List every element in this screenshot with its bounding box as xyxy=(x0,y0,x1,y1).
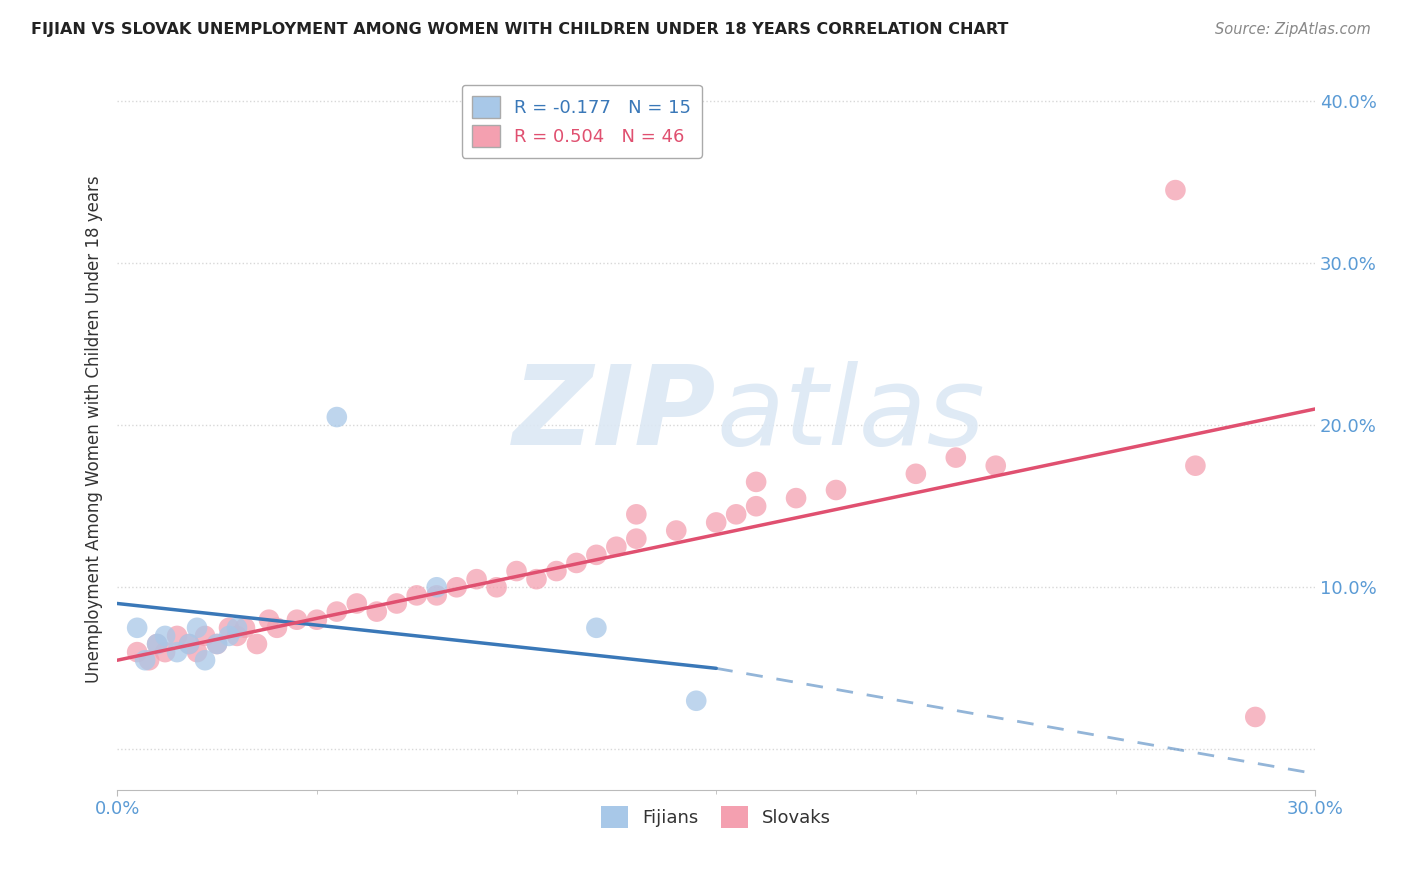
Point xyxy=(745,500,768,514)
Legend: Fijians, Slovaks: Fijians, Slovaks xyxy=(593,798,838,835)
Point xyxy=(127,645,149,659)
Point xyxy=(626,532,648,546)
Point xyxy=(246,637,269,651)
Point xyxy=(585,548,607,562)
Text: Source: ZipAtlas.com: Source: ZipAtlas.com xyxy=(1215,22,1371,37)
Point xyxy=(685,694,707,708)
Point xyxy=(326,410,349,425)
Y-axis label: Unemployment Among Women with Children Under 18 years: Unemployment Among Women with Children U… xyxy=(86,176,103,683)
Point xyxy=(166,629,188,643)
Point xyxy=(426,580,449,594)
Point xyxy=(785,491,807,505)
Point xyxy=(1164,183,1187,197)
Point xyxy=(565,556,588,570)
Text: FIJIAN VS SLOVAK UNEMPLOYMENT AMONG WOMEN WITH CHILDREN UNDER 18 YEARS CORRELATI: FIJIAN VS SLOVAK UNEMPLOYMENT AMONG WOME… xyxy=(31,22,1008,37)
Point xyxy=(426,588,449,602)
Point xyxy=(585,621,607,635)
Point xyxy=(984,458,1007,473)
Point xyxy=(138,653,160,667)
Point xyxy=(546,564,568,578)
Point xyxy=(233,621,256,635)
Point xyxy=(177,637,200,651)
Point xyxy=(146,637,169,651)
Point xyxy=(1244,710,1267,724)
Point xyxy=(405,588,427,602)
Point xyxy=(177,637,200,651)
Point xyxy=(285,613,308,627)
Text: ZIP: ZIP xyxy=(513,361,716,468)
Point xyxy=(626,508,648,522)
Point xyxy=(146,637,169,651)
Point xyxy=(326,605,349,619)
Text: atlas: atlas xyxy=(716,361,984,468)
Point xyxy=(825,483,848,497)
Point xyxy=(153,645,176,659)
Point xyxy=(186,621,208,635)
Point xyxy=(205,637,228,651)
Point xyxy=(945,450,967,465)
Point xyxy=(346,597,368,611)
Point xyxy=(226,621,249,635)
Point xyxy=(704,516,727,530)
Point xyxy=(218,629,240,643)
Point xyxy=(194,653,217,667)
Point xyxy=(385,597,408,611)
Point xyxy=(226,629,249,643)
Point xyxy=(186,645,208,659)
Point xyxy=(465,572,488,586)
Point xyxy=(257,613,280,627)
Point xyxy=(266,621,288,635)
Point xyxy=(605,540,627,554)
Point xyxy=(725,508,748,522)
Point xyxy=(366,605,388,619)
Point xyxy=(1184,458,1206,473)
Point xyxy=(194,629,217,643)
Point xyxy=(166,645,188,659)
Point xyxy=(665,524,688,538)
Point xyxy=(446,580,468,594)
Point xyxy=(305,613,328,627)
Point xyxy=(218,621,240,635)
Point xyxy=(485,580,508,594)
Point xyxy=(745,475,768,489)
Point xyxy=(134,653,156,667)
Point xyxy=(904,467,927,481)
Point xyxy=(127,621,149,635)
Point xyxy=(505,564,527,578)
Point xyxy=(153,629,176,643)
Point xyxy=(526,572,548,586)
Point xyxy=(205,637,228,651)
